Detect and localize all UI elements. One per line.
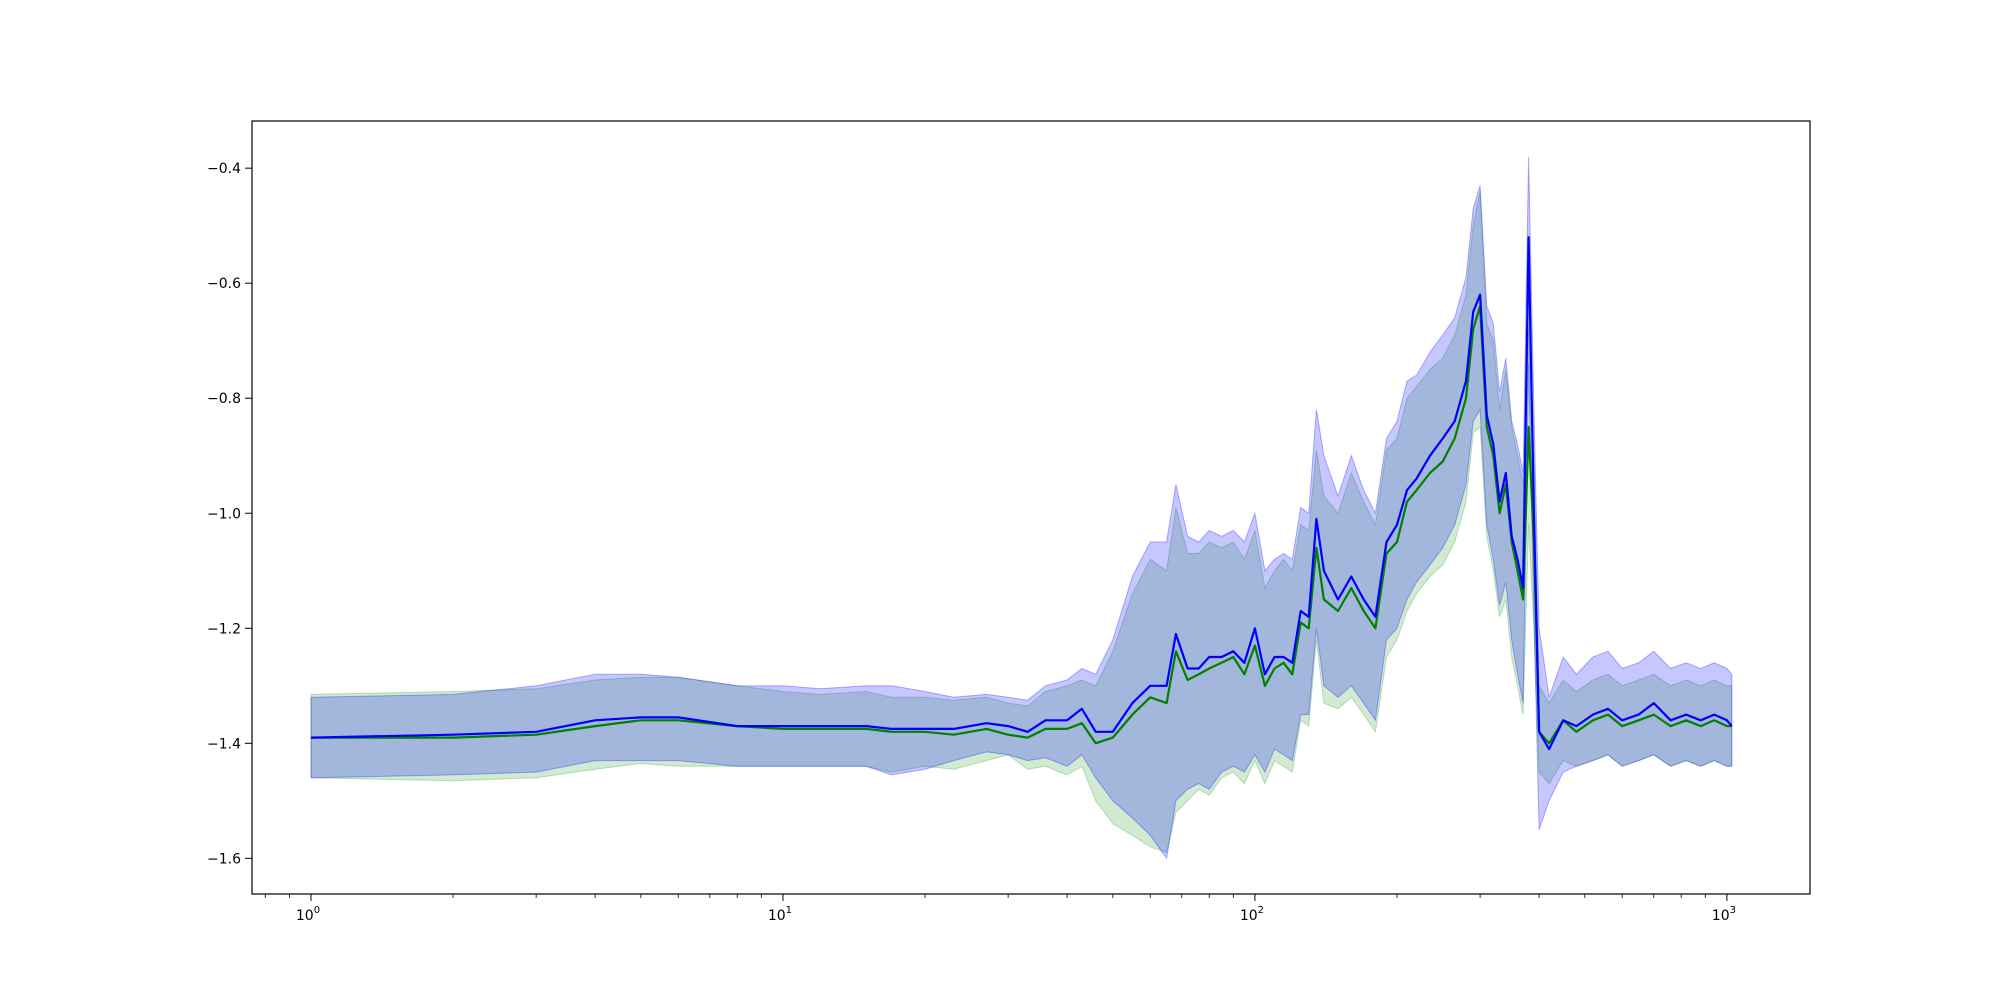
y-tick-label: −0.4: [207, 161, 241, 177]
confidence-bands: [310, 156, 1733, 860]
plot-frame: [251, 120, 1811, 895]
x-axis: 100 101 102 103: [264, 894, 1736, 924]
series-2-band: [310, 156, 1733, 860]
x-tick-label: 101: [768, 905, 792, 924]
y-axis: −0.4 −0.6 −0.8 −1.0 −1.2 −1.4 −1.6: [207, 161, 252, 867]
x-tick-label: 102: [1240, 905, 1264, 924]
y-tick-label: −1.6: [207, 851, 241, 867]
series-1-band: [310, 191, 1733, 854]
series-lines: [310, 236, 1733, 751]
y-tick-label: −0.8: [207, 391, 241, 407]
y-tick-label: −1.4: [207, 736, 241, 752]
x-tick-label: 103: [1712, 905, 1736, 924]
x-tick-label: 100: [296, 905, 320, 924]
y-tick-label: −1.0: [207, 506, 241, 522]
y-tick-label: −1.2: [207, 621, 241, 637]
series-1-line: [311, 305, 1732, 745]
series-2-line: [310, 236, 1733, 751]
y-tick-label: −0.6: [207, 276, 241, 292]
